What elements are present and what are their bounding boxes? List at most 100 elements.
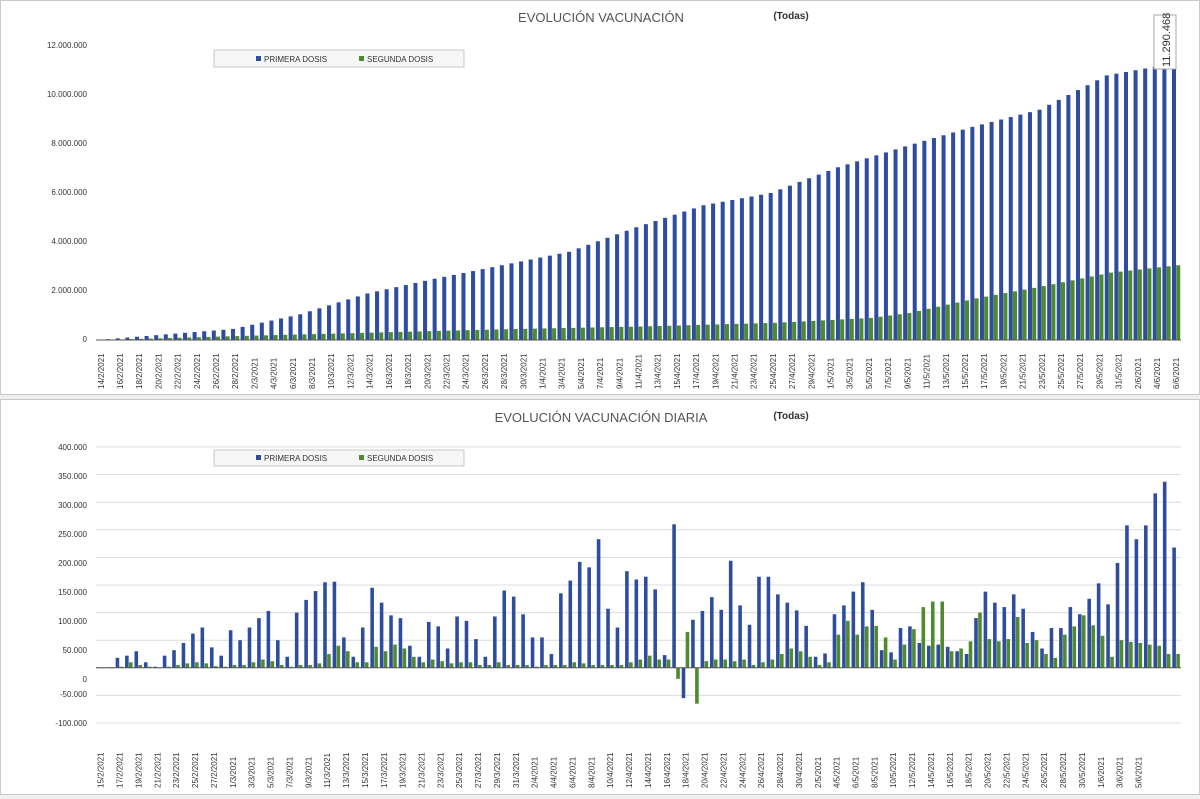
bar-primera-dosis: [578, 562, 582, 668]
bar-segunda-dosis: [1157, 267, 1161, 340]
x-tick-label: 11/5/2021: [923, 353, 932, 389]
bar-primera-dosis: [164, 334, 168, 340]
bar-primera-dosis: [663, 655, 667, 668]
bar-segunda-dosis: [252, 662, 256, 668]
bar-primera-dosis: [1162, 65, 1166, 340]
bar-primera-dosis: [1114, 74, 1118, 340]
bar-primera-dosis: [1038, 110, 1042, 340]
x-tick-label: 18/2/2021: [135, 353, 144, 389]
bar-primera-dosis: [446, 648, 450, 667]
bar-primera-dosis: [512, 597, 516, 668]
bar-primera-dosis: [548, 256, 552, 340]
x-tick-label: 22/4/2021: [719, 752, 728, 788]
bar-segunda-dosis: [917, 311, 921, 340]
bar-segunda-dosis: [350, 333, 354, 340]
bar-segunda-dosis: [1061, 282, 1065, 340]
bar-segunda-dosis: [446, 331, 450, 340]
bar-primera-dosis: [951, 132, 955, 340]
bar-primera-dosis: [955, 651, 959, 668]
bar-primera-dosis: [327, 305, 331, 340]
x-tick-label: 5/3/2021: [267, 756, 276, 788]
bar-segunda-dosis: [437, 331, 441, 340]
bar-primera-dosis: [738, 605, 742, 667]
bar-segunda-dosis: [129, 662, 133, 668]
bar-primera-dosis: [587, 567, 591, 667]
bar-primera-dosis: [163, 656, 167, 668]
bar-primera-dosis: [1172, 63, 1176, 340]
bar-segunda-dosis: [1023, 290, 1027, 340]
bar-primera-dosis: [1116, 563, 1120, 668]
bar-segunda-dosis: [469, 662, 473, 668]
bar-primera-dosis: [749, 197, 753, 341]
x-tick-label: 27/5/2021: [1076, 353, 1085, 389]
bar-primera-dosis: [692, 208, 696, 340]
filter-label[interactable]: (Todas): [773, 11, 808, 22]
bar-segunda-dosis: [459, 662, 463, 668]
x-tick-label: 21/4/2021: [731, 353, 740, 389]
bar-segunda-dosis: [792, 322, 796, 340]
bar-segunda-dosis: [440, 661, 444, 668]
x-tick-label: 4/3/2021: [270, 357, 279, 389]
bar-segunda-dosis: [327, 654, 331, 668]
bar-primera-dosis: [1153, 493, 1157, 667]
y-tick-label: 200.000: [58, 559, 87, 568]
bar-segunda-dosis: [1073, 626, 1077, 667]
bar-primera-dosis: [1059, 628, 1063, 668]
x-tick-label: 6/6/2021: [1172, 357, 1181, 389]
legend-label-segunda: SEGUNDA DOSIS: [367, 55, 433, 64]
bar-primera-dosis: [984, 592, 988, 668]
bar-primera-dosis: [380, 603, 384, 668]
bar-segunda-dosis: [1042, 286, 1046, 340]
bar-primera-dosis: [202, 331, 206, 340]
bar-primera-dosis: [1031, 632, 1035, 668]
x-tick-label: 29/4/2021: [807, 353, 816, 389]
bar-primera-dosis: [144, 662, 148, 668]
bar-segunda-dosis: [1080, 278, 1084, 340]
x-tick-label: 10/5/2021: [889, 752, 898, 788]
filter-label[interactable]: (Todas): [773, 411, 808, 422]
bar-primera-dosis: [1105, 75, 1109, 340]
bar-primera-dosis: [1009, 117, 1013, 340]
bar-segunda-dosis: [648, 326, 652, 340]
bar-segunda-dosis: [912, 629, 916, 668]
bar-primera-dosis: [323, 582, 327, 668]
bar-primera-dosis: [219, 656, 223, 668]
x-tick-label: 28/3/2021: [500, 353, 509, 389]
bar-segunda-dosis: [590, 327, 594, 340]
bar-segunda-dosis: [783, 322, 787, 340]
bar-primera-dosis: [1018, 115, 1022, 340]
bar-primera-dosis: [337, 302, 341, 340]
bar-primera-dosis: [644, 577, 648, 668]
x-tick-label: 9/4/2021: [615, 357, 624, 389]
bar-primera-dosis: [481, 269, 485, 340]
bar-primera-dosis: [826, 171, 830, 340]
bar-primera-dosis: [342, 637, 346, 667]
bar-segunda-dosis: [422, 662, 426, 668]
chart-title: EVOLUCIÓN VACUNACIÓN: [518, 10, 684, 25]
bar-primera-dosis: [1135, 539, 1139, 668]
y-tick-label: 250.000: [58, 530, 87, 539]
bar-segunda-dosis: [1176, 265, 1180, 340]
x-tick-label: 30/3/2021: [519, 353, 528, 389]
bar-primera-dosis: [519, 261, 523, 340]
bar-segunda-dosis: [1003, 293, 1007, 340]
x-tick-label: 8/4/2021: [587, 756, 596, 788]
bar-primera-dosis: [212, 331, 216, 340]
bar-segunda-dosis: [879, 317, 883, 340]
bar-primera-dosis: [729, 561, 733, 668]
bar-primera-dosis: [531, 637, 535, 667]
bar-primera-dosis: [269, 321, 273, 340]
bar-primera-dosis: [385, 289, 389, 340]
bar-primera-dosis: [191, 634, 195, 668]
x-tick-label: 21/5/2021: [1019, 353, 1028, 389]
bar-primera-dosis: [1172, 547, 1176, 667]
legend-swatch-segunda: [359, 455, 364, 460]
x-tick-label: 1/6/2021: [1097, 756, 1106, 788]
x-tick-label: 29/3/2021: [493, 752, 502, 788]
bar-primera-dosis: [484, 657, 488, 668]
bar-primera-dosis: [855, 161, 859, 340]
bar-primera-dosis: [990, 122, 994, 340]
bar-segunda-dosis: [370, 333, 374, 340]
bar-segunda-dosis: [466, 330, 470, 340]
bars: [96, 482, 1181, 704]
